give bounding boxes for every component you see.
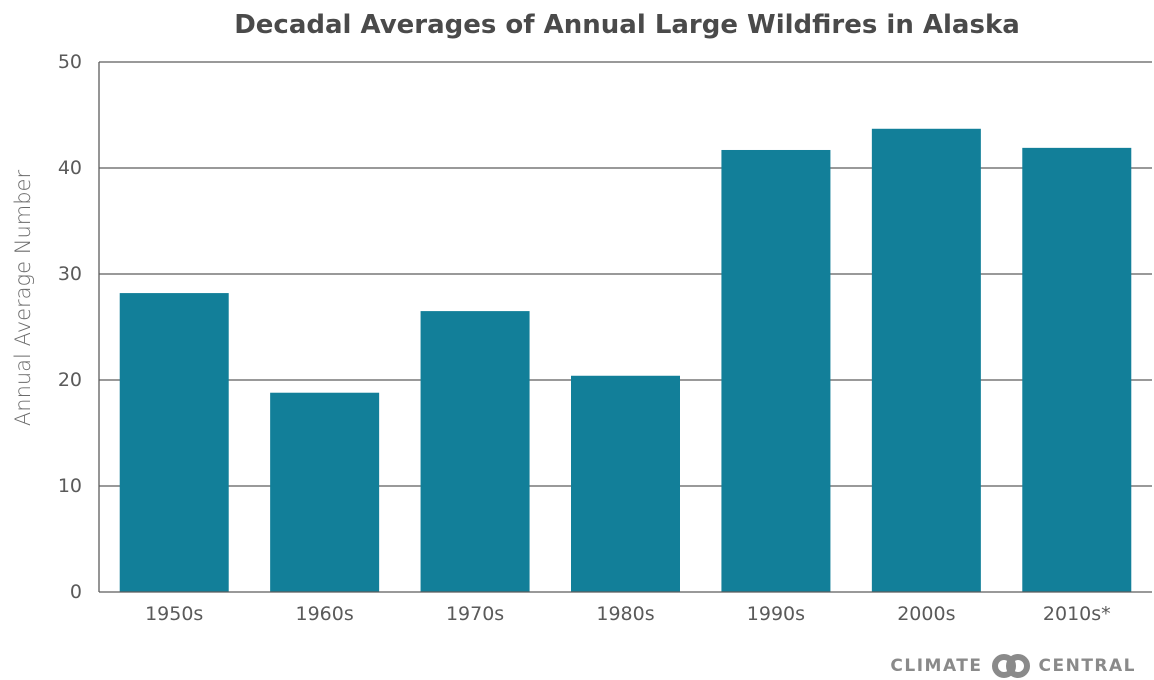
x-tick-label: 2010s* bbox=[1043, 603, 1111, 625]
y-tick-label: 0 bbox=[70, 581, 82, 603]
x-tick-labels: 1950s 1960s 1970s 1980s 1990s 2000s 2010s* bbox=[145, 603, 1111, 625]
bar-1960s bbox=[270, 392, 380, 592]
y-tick-label: 10 bbox=[58, 475, 82, 497]
x-tick-label: 1950s bbox=[145, 603, 203, 625]
linked-rings-icon bbox=[991, 654, 1030, 678]
y-tick-label: 20 bbox=[58, 369, 82, 391]
y-tick-label: 30 bbox=[58, 263, 82, 285]
x-tick-label: 1970s bbox=[446, 603, 504, 625]
climate-central-logo: CLIMATE CENTRAL bbox=[890, 652, 1136, 680]
y-tick-label: 50 bbox=[58, 51, 82, 73]
chart-title: Decadal Averages of Annual Large Wildfir… bbox=[234, 10, 1020, 40]
x-tick-label: 1980s bbox=[596, 603, 654, 625]
bar-2010s bbox=[1022, 147, 1132, 593]
logo-word-left: CLIMATE bbox=[890, 656, 983, 676]
bar-1950s bbox=[119, 293, 229, 592]
bar-2000s bbox=[871, 128, 981, 592]
x-tick-label: 1960s bbox=[296, 603, 354, 625]
bar-1990s bbox=[721, 149, 831, 593]
y-axis-label: Annual Average Number bbox=[11, 169, 35, 427]
bar-1980s bbox=[571, 375, 680, 592]
y-tick-labels: 0 10 20 30 40 50 bbox=[58, 51, 82, 603]
axes bbox=[98, 62, 1152, 593]
bar-1970s bbox=[420, 311, 530, 592]
logo-word-right: CENTRAL bbox=[1038, 656, 1136, 676]
x-tick-label: 1990s bbox=[747, 603, 805, 625]
y-tick-label: 40 bbox=[58, 157, 82, 179]
x-tick-label: 2000s bbox=[897, 603, 955, 625]
bars bbox=[119, 128, 1132, 593]
